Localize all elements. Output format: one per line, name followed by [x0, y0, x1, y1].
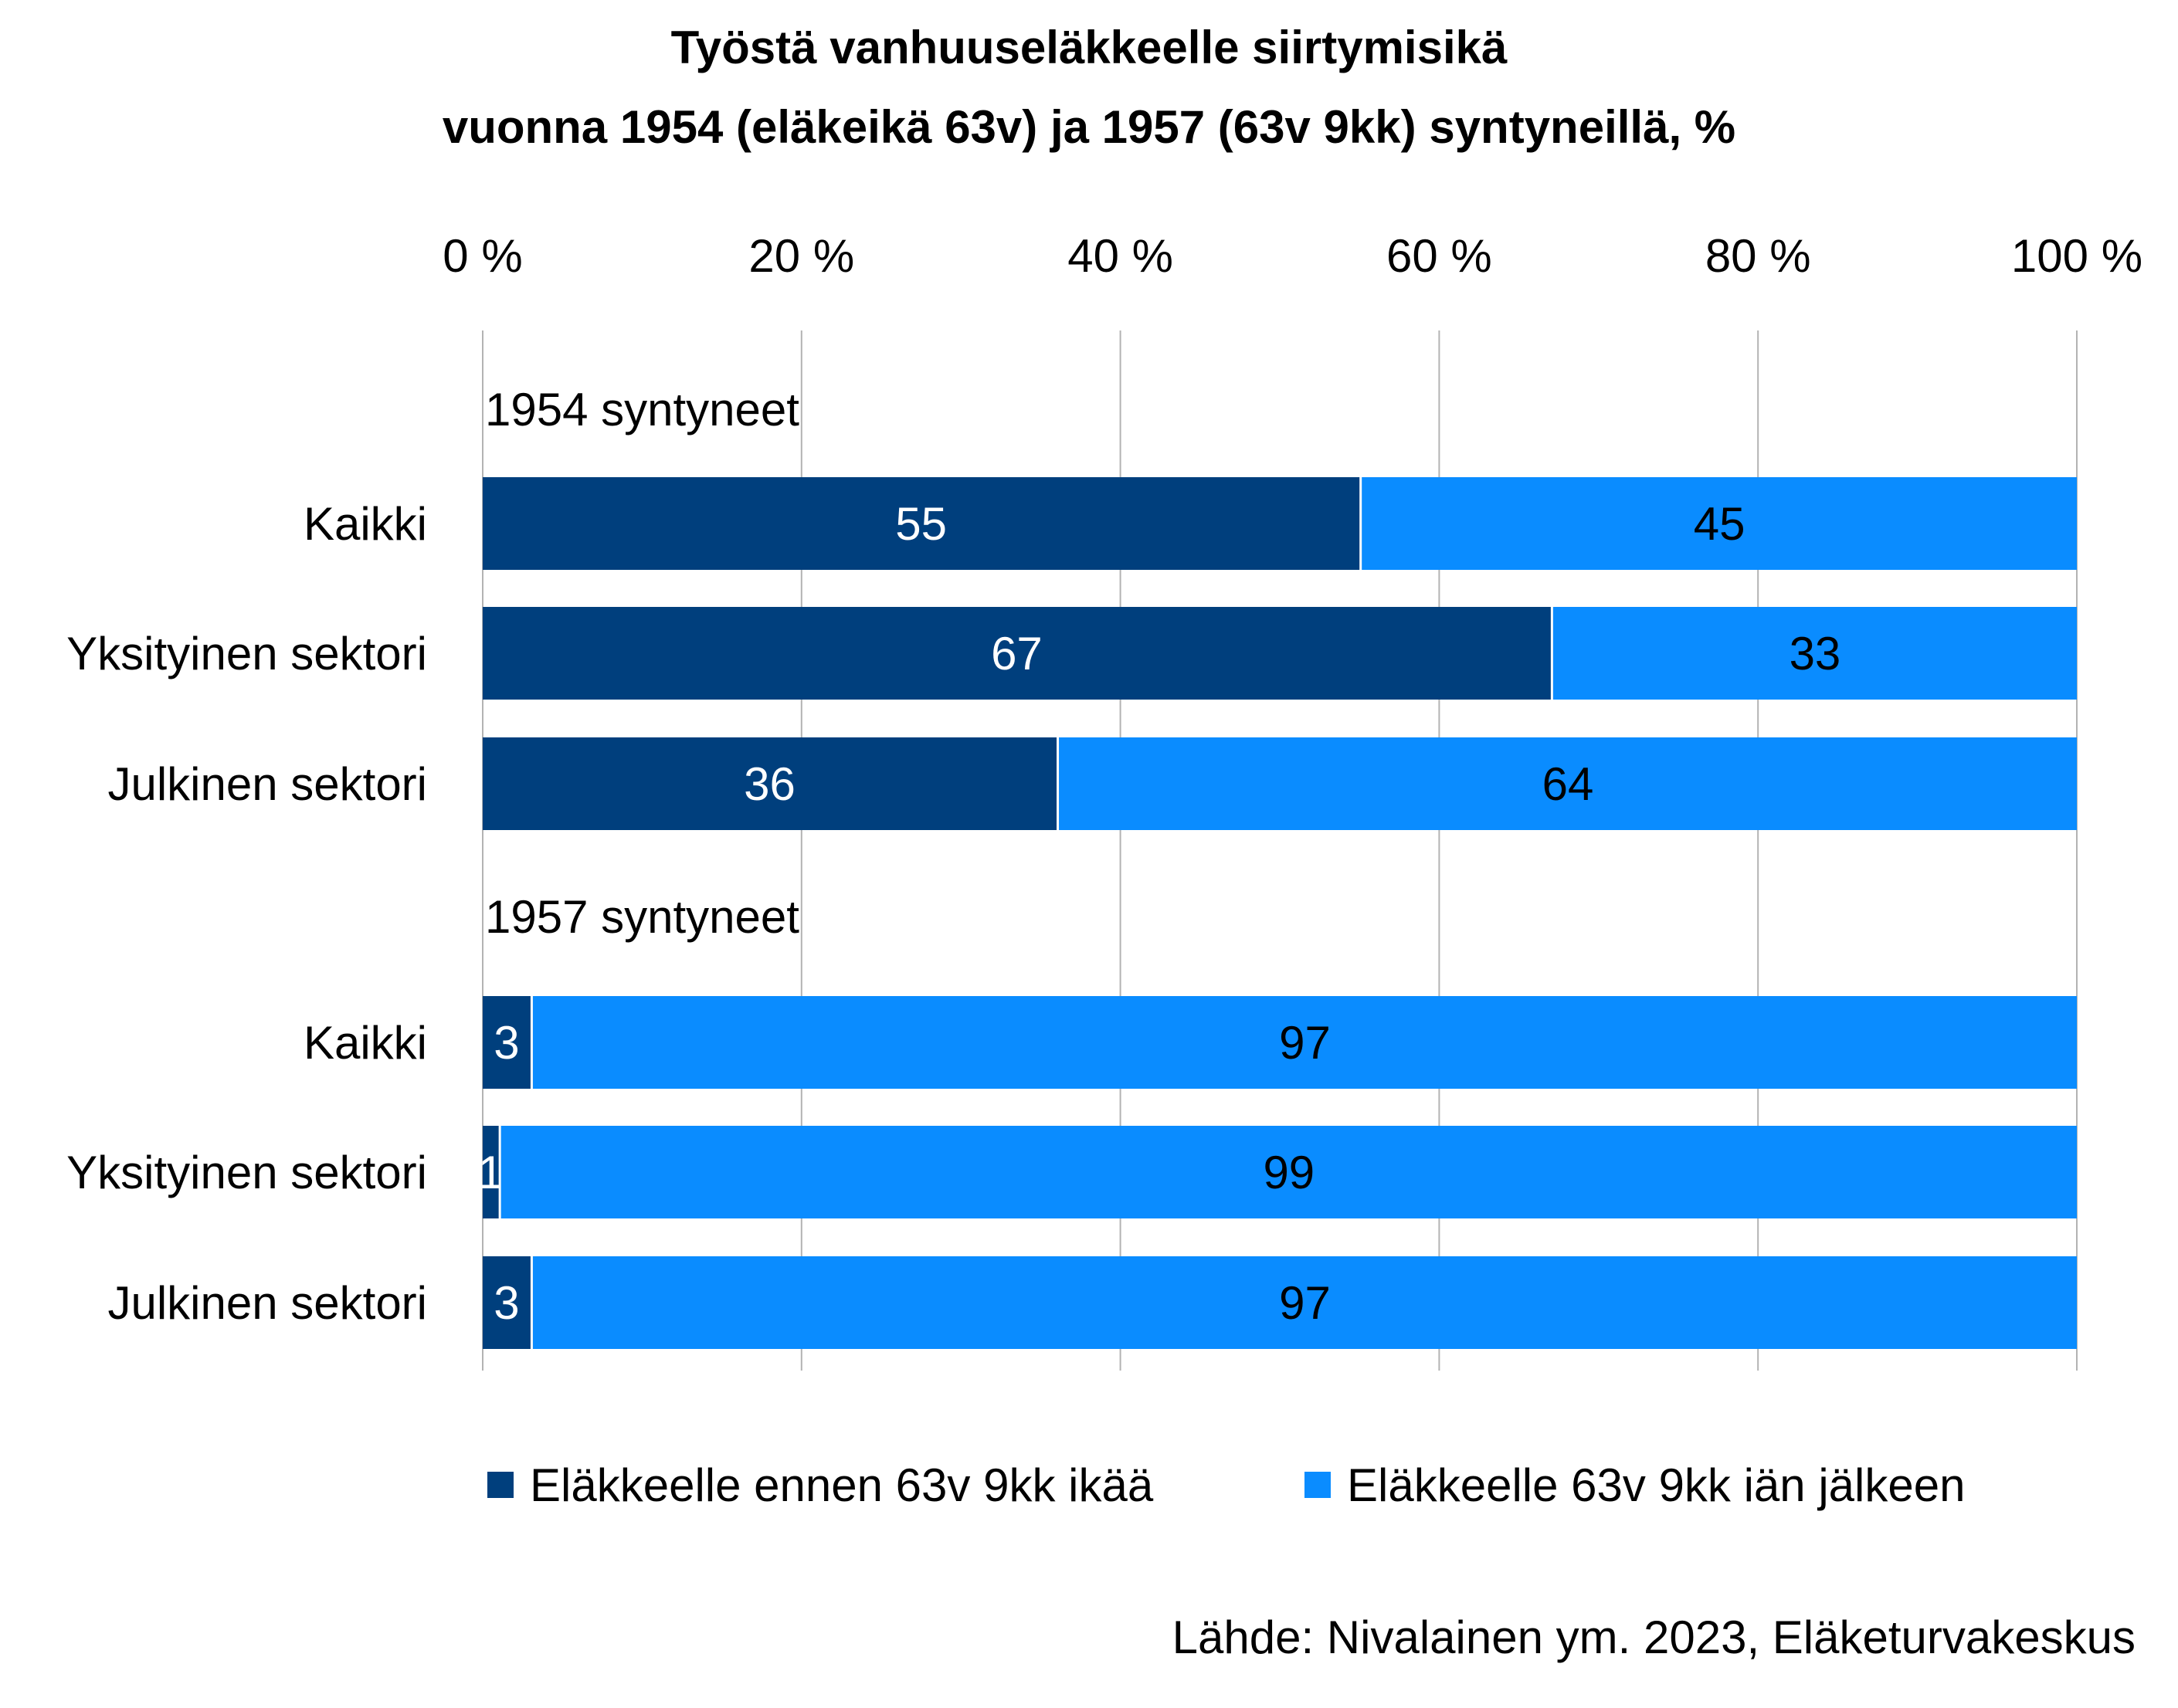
data-label: 97	[1279, 1017, 1331, 1069]
bar-segment	[483, 607, 1551, 700]
legend-swatch	[1304, 1472, 1331, 1498]
bar-segment	[500, 1126, 2077, 1218]
data-label: 45	[1694, 498, 1745, 550]
x-tick-label: 60 %	[1386, 230, 1492, 282]
category-labels: 1954 syntyneet Kaikki Yksityinen sektori Ju…	[66, 384, 799, 1329]
chart-title-line-1: Työstä vanhuuseläkkeelle siirtymisikä	[671, 22, 1508, 73]
category-label: Kaikki	[304, 498, 427, 550]
legend: Eläkkeelle ennen 63v 9kk ikää Eläkkeelle …	[487, 1459, 1965, 1511]
x-tick-label: 80 %	[1705, 230, 1811, 282]
data-label: 33	[1790, 628, 1841, 679]
data-label: 55	[895, 498, 947, 550]
bar-segment	[1552, 607, 2077, 700]
source-note: Lähde: Nivalainen ym. 2023, Eläketurvake…	[1172, 1611, 2136, 1663]
data-label: 1	[478, 1147, 504, 1198]
legend-swatch	[487, 1472, 514, 1498]
bar-segment	[483, 477, 1360, 570]
group-label: 1957 syntyneet	[485, 891, 799, 943]
bar-segment	[1059, 737, 2077, 830]
category-label: Kaikki	[304, 1017, 427, 1069]
data-label: 3	[494, 1017, 519, 1069]
category-label: Julkinen sektori	[107, 1277, 427, 1329]
chart-title-line-2: vuonna 1954 (eläkeikä 63v) ja 1957 (63v …	[443, 101, 1735, 153]
bar-segment	[483, 737, 1057, 830]
x-tick-label: 100 %	[2011, 230, 2142, 282]
bar-segment	[532, 1256, 2078, 1349]
bar-segment	[532, 996, 2078, 1089]
x-tick-label: 20 %	[748, 230, 854, 282]
data-label: 67	[991, 628, 1043, 679]
bar-series: 55 45 67 33 36 64 3 97 1 99 3 97	[478, 477, 2078, 1349]
data-label: 99	[1263, 1147, 1315, 1198]
data-label: 36	[744, 758, 796, 810]
group-label: 1954 syntyneet	[485, 384, 799, 435]
data-label: 3	[494, 1277, 519, 1329]
bar-segment	[483, 1256, 531, 1349]
category-label: Julkinen sektori	[107, 758, 427, 810]
data-label: 97	[1279, 1277, 1331, 1329]
data-label: 64	[1542, 758, 1594, 810]
legend-label: Eläkkeelle 63v 9kk iän jälkeen	[1347, 1459, 1965, 1511]
legend-label: Eläkkeelle ennen 63v 9kk ikää	[530, 1459, 1154, 1511]
x-tick-label: 0 %	[443, 230, 522, 282]
x-axis-tick-labels: 0 % 20 % 40 % 60 % 80 % 100 %	[443, 230, 2142, 282]
category-label: Yksityinen sektori	[66, 1147, 427, 1198]
x-tick-label: 40 %	[1067, 230, 1173, 282]
category-label: Yksityinen sektori	[66, 628, 427, 679]
bar-segment	[1362, 477, 2077, 570]
bar-segment	[483, 996, 531, 1089]
bar-segment	[483, 1126, 499, 1218]
